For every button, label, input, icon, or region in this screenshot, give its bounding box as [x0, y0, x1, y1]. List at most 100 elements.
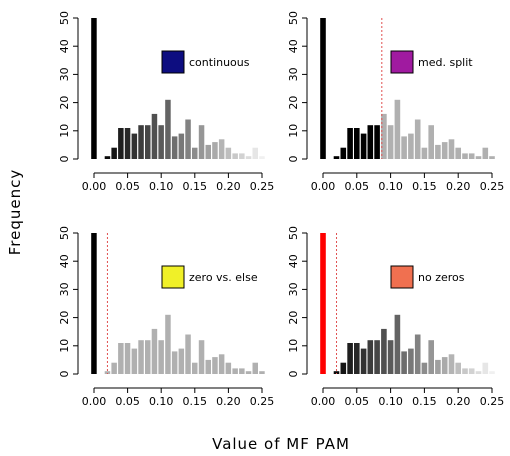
- x-tick-label: 0.15: [412, 180, 437, 193]
- x-tick-label: 0.10: [378, 180, 403, 193]
- histogram-bar: [91, 233, 97, 374]
- histogram-bar: [198, 125, 205, 159]
- histogram-bar: [401, 136, 407, 159]
- x-tick-label: 0.25: [480, 180, 505, 193]
- y-axis-title: Frequency: [6, 169, 24, 256]
- x-tick-label: 0.00: [82, 180, 107, 193]
- histogram-bar: [245, 156, 252, 159]
- histogram-bar: [91, 18, 97, 159]
- histogram-bar: [354, 343, 360, 374]
- x-tick-label: 0.00: [311, 180, 336, 193]
- histogram-bar: [192, 362, 198, 374]
- histogram-bar: [145, 340, 151, 374]
- histogram-bar: [252, 362, 258, 374]
- histogram-bar: [158, 340, 164, 374]
- x-tick-label: 0.15: [183, 395, 208, 408]
- histogram-bar: [387, 125, 394, 159]
- histogram-bar: [171, 136, 178, 159]
- histogram-bar: [428, 340, 434, 374]
- histogram-bar: [320, 233, 326, 374]
- histogram-bar: [448, 139, 455, 159]
- histogram-bar: [151, 113, 158, 159]
- histogram-bar: [347, 343, 353, 374]
- histogram-bar: [455, 362, 461, 374]
- y-tick-label: 50: [287, 11, 300, 25]
- histogram-bar: [401, 351, 407, 374]
- legend-label: med. split: [418, 56, 473, 69]
- x-axis-title: Value of MF PAM: [212, 435, 350, 453]
- histogram-bar: [225, 362, 232, 374]
- histogram-bar: [414, 334, 421, 374]
- histogram-bar: [111, 362, 117, 374]
- y-tick-label: 50: [58, 11, 71, 25]
- histogram-bar: [320, 18, 326, 159]
- x-tick-label: 0.10: [149, 395, 174, 408]
- histogram-bar: [212, 357, 218, 374]
- histogram-bar: [118, 128, 124, 159]
- histogram-bar: [462, 153, 468, 159]
- x-tick-label: 0.05: [345, 395, 370, 408]
- histogram-bar: [145, 125, 151, 159]
- histogram-bar: [259, 156, 265, 159]
- histogram-bar: [185, 334, 191, 374]
- y-tick-label: 0: [287, 371, 300, 378]
- y-tick-label: 20: [287, 311, 300, 325]
- histogram-bar: [165, 314, 171, 374]
- histogram-bar: [435, 144, 441, 159]
- histogram-bar: [475, 156, 482, 159]
- x-tick-label: 0.15: [412, 395, 437, 408]
- histogram-bar: [178, 348, 185, 374]
- histogram-bar: [394, 314, 401, 374]
- histogram-bar: [178, 133, 185, 159]
- y-tick-label: 30: [287, 67, 300, 81]
- x-tick-label: 0.25: [250, 395, 275, 408]
- y-tick-label: 30: [58, 282, 71, 296]
- histogram-bar: [158, 125, 164, 159]
- histogram-bar: [218, 139, 225, 159]
- histogram-bar: [374, 340, 380, 374]
- histogram-bar: [354, 128, 360, 159]
- x-tick-label: 0.25: [480, 395, 505, 408]
- y-tick-label: 40: [287, 39, 300, 53]
- histogram-panel-4: 0 10 20 30 40 50 0.00 0.05 0.10 0.15 0.20 0.25 no ze…: [287, 226, 504, 408]
- histogram-bar: [367, 340, 374, 374]
- histogram-bar: [333, 371, 340, 374]
- y-tick-label: 30: [287, 282, 300, 296]
- x-tick-label: 0.25: [250, 180, 275, 193]
- x-tick-label: 0.00: [311, 395, 336, 408]
- histogram-bar: [252, 147, 258, 159]
- histogram-bar: [333, 156, 340, 159]
- histogram-bar: [111, 147, 117, 159]
- legend-label: zero vs. else: [189, 271, 258, 284]
- histogram-bar: [104, 156, 111, 159]
- x-tick-label: 0.15: [183, 180, 208, 193]
- histogram-bar: [374, 125, 380, 159]
- x-tick-label: 0.05: [115, 180, 140, 193]
- legend-label: continuous: [189, 56, 250, 69]
- histogram-bar: [218, 354, 225, 374]
- legend-swatch: [390, 265, 414, 289]
- histogram-bar: [192, 147, 198, 159]
- histogram-bar: [245, 371, 252, 374]
- x-tick-label: 0.10: [149, 180, 174, 193]
- histogram-bar: [171, 351, 178, 374]
- histogram-bar: [468, 153, 475, 159]
- histogram-bar: [489, 156, 495, 159]
- y-tick-label: 10: [287, 124, 300, 138]
- x-tick-label: 0.05: [345, 180, 370, 193]
- x-tick-label: 0.20: [446, 180, 471, 193]
- histogram-bar: [394, 99, 401, 159]
- histogram-bar: [138, 340, 144, 374]
- histogram-bar: [448, 354, 455, 374]
- y-tick-label: 40: [58, 39, 71, 53]
- y-tick-label: 10: [58, 339, 71, 353]
- histogram-bar: [198, 340, 205, 374]
- y-tick-label: 0: [58, 156, 71, 163]
- x-tick-label: 0.10: [378, 395, 403, 408]
- histogram-bar: [441, 142, 448, 159]
- x-tick-label: 0.05: [115, 395, 140, 408]
- y-tick-label: 0: [58, 371, 71, 378]
- x-tick-label: 0.20: [216, 395, 241, 408]
- histogram-bar: [165, 99, 171, 159]
